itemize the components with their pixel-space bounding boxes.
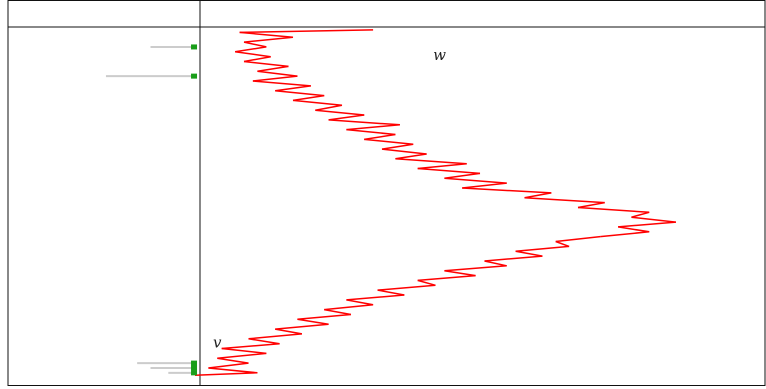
series-segment — [217, 357, 249, 364]
series-segment — [444, 172, 481, 180]
series-segment — [297, 313, 351, 321]
series-segment — [275, 89, 325, 97]
series-segment — [248, 333, 302, 340]
markers-layer — [191, 44, 198, 376]
series-segment — [346, 299, 374, 306]
axis-marker — [191, 360, 198, 366]
series-segment — [275, 323, 329, 330]
series-segment — [377, 284, 436, 291]
series-segment — [577, 206, 650, 214]
series-segment — [315, 109, 365, 116]
series-segment — [515, 245, 570, 252]
series-segment — [275, 85, 311, 92]
series-segment — [484, 255, 543, 262]
series-segment — [631, 211, 650, 218]
series-segment — [395, 158, 467, 165]
series-segment — [444, 265, 507, 272]
series-segment — [275, 328, 303, 335]
series-segment — [524, 196, 605, 204]
series-segment — [292, 99, 343, 107]
series-segment — [234, 51, 271, 58]
series-segment — [377, 289, 405, 296]
series-segment — [208, 362, 249, 369]
series-segment — [297, 318, 329, 325]
series-segment — [364, 133, 396, 141]
series-segment — [617, 226, 650, 233]
axis-marker — [191, 44, 198, 50]
series-segment — [618, 221, 676, 228]
series-segment — [243, 60, 289, 68]
series-segment — [328, 119, 400, 126]
series-segment — [324, 308, 352, 316]
series-segment — [381, 143, 414, 150]
series-segment — [600, 231, 650, 238]
series-segment — [555, 235, 601, 243]
axis-marker — [191, 73, 198, 79]
series-segment — [395, 153, 427, 160]
end-point-label: v — [213, 333, 222, 351]
series-segment — [346, 124, 400, 131]
series-segment — [234, 46, 267, 53]
series-segment — [462, 182, 507, 189]
series-segment — [555, 240, 570, 248]
series-segment — [292, 94, 325, 102]
series-segment — [577, 201, 605, 209]
series-segment — [239, 31, 294, 38]
axis-marker — [191, 365, 198, 371]
series-segment — [243, 36, 294, 43]
series-segment — [221, 342, 280, 350]
series-segment — [221, 347, 267, 355]
series-segment — [444, 269, 476, 277]
series-segment — [364, 138, 414, 145]
series-segment — [417, 162, 467, 170]
series-segment — [257, 70, 298, 77]
series-segment — [315, 104, 343, 111]
series-segment — [346, 294, 405, 301]
series-segment — [346, 128, 396, 136]
series-segment — [243, 41, 267, 48]
series-segment — [515, 250, 543, 257]
series-segment — [417, 279, 436, 287]
start-point-label: w — [433, 46, 446, 64]
plot-border — [7, 0, 766, 386]
series-segment — [631, 216, 676, 223]
series-segment — [417, 274, 476, 282]
axis-marker — [191, 370, 198, 376]
series-segment — [381, 148, 427, 155]
series-segment — [257, 65, 289, 73]
series-segment — [328, 114, 365, 121]
series-segment — [417, 167, 481, 175]
series-segment — [524, 192, 552, 199]
series-segment — [217, 352, 267, 359]
series-segment — [462, 187, 552, 194]
series-segment — [194, 372, 258, 377]
series-segment — [444, 177, 507, 184]
series-segment — [248, 338, 280, 345]
marker-traces — [105, 45, 196, 374]
series-layer — [194, 29, 676, 377]
series-segment — [324, 303, 374, 311]
series-segment — [252, 75, 298, 82]
series-segment — [252, 80, 311, 87]
series-segment — [484, 260, 507, 267]
series-segment — [208, 367, 258, 374]
series-segment — [239, 29, 374, 34]
series-segment — [243, 55, 271, 63]
